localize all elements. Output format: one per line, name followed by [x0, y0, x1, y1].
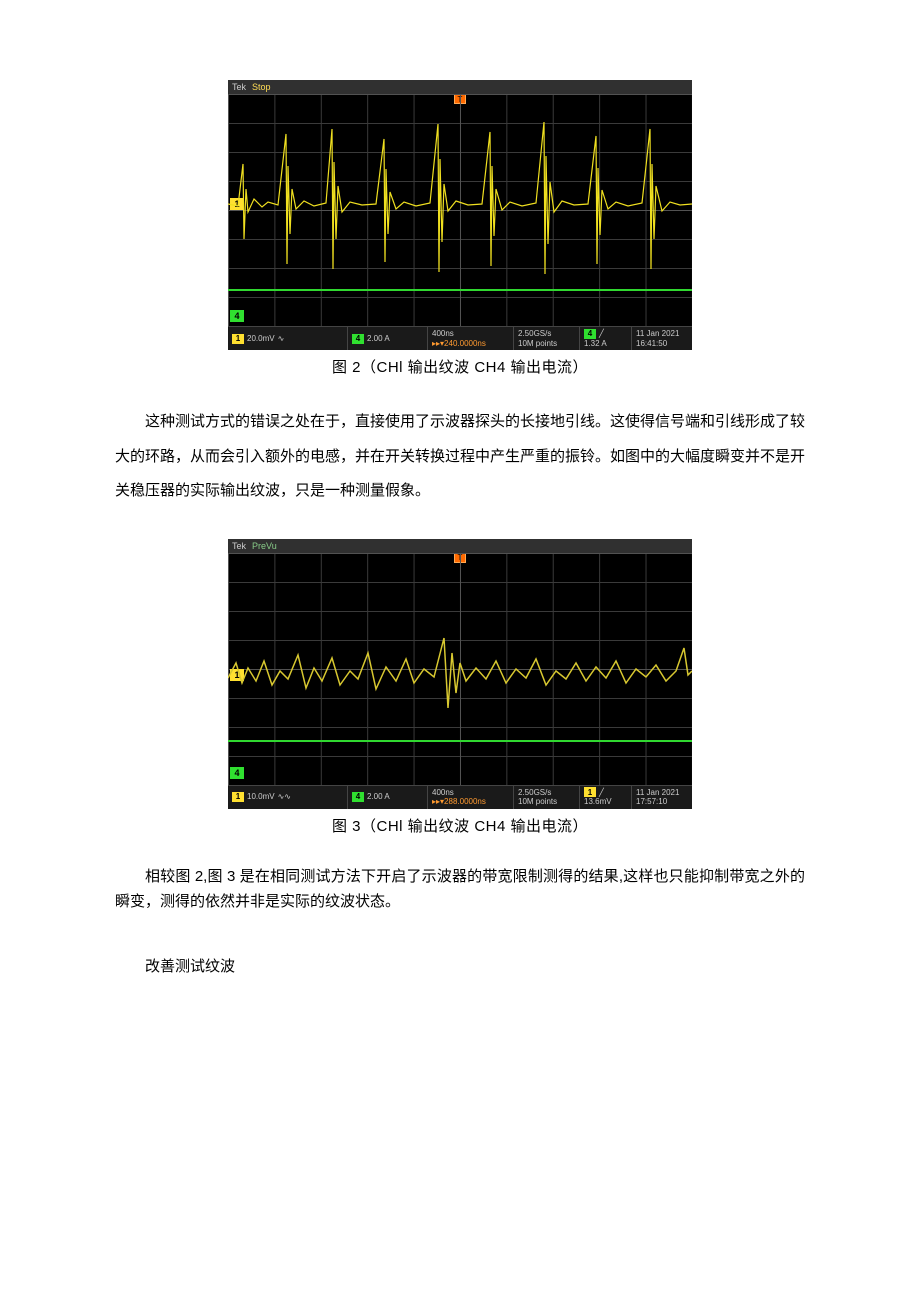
timebase: 400ns — [432, 329, 509, 338]
ch4-scale-cell: 4 2.00 A — [348, 786, 428, 809]
date: 11 Jan 2021 — [636, 329, 688, 338]
trig-level: 13.6mV — [584, 797, 627, 806]
trig-ch-chip: 4 — [584, 329, 596, 339]
scope-bottom-bar: 1 20.0mV ∿ 4 2.00 A 400ns ▸▸▾240.0000ns — [228, 326, 692, 350]
scope-brand: Tek — [232, 541, 246, 551]
ch1-scale: 10.0mV — [247, 792, 275, 801]
ch1-scale-cell: 1 20.0mV ∿ — [228, 327, 348, 350]
oscilloscope-screenshot-2: Tek Stop T 1 4 1 20.0mV ∿ — [228, 80, 692, 350]
time: 16:41:50 — [636, 339, 688, 348]
paragraph-2: 相较图 2,图 3 是在相同测试方法下开启了示波器的带宽限制测得的结果,这样也只… — [115, 864, 805, 915]
time: 17:57:10 — [636, 797, 688, 806]
trig-slope: ╱ — [599, 329, 604, 338]
scope-top-bar: Tek PreVu — [228, 539, 692, 553]
ch4-scale-cell: 4 2.00 A — [348, 327, 428, 350]
trig-level: 1.32 A — [584, 339, 627, 348]
ch1-trace — [228, 122, 692, 274]
ch1-coupling: ∿ — [278, 334, 285, 343]
scope-status: PreVu — [252, 541, 277, 551]
scope-status: Stop — [252, 82, 271, 92]
sample-cell: 2.50GS/s 10M points — [514, 327, 580, 350]
timebase-cell: 400ns ▸▸▾288.0000ns — [428, 786, 514, 809]
scope-traces — [228, 553, 692, 785]
oscilloscope-screenshot-3: Tek PreVu T 1 4 1 10.0mV ∿∿ — [228, 539, 692, 809]
sample-rate: 2.50GS/s — [518, 329, 575, 338]
record-len: 10M points — [518, 339, 575, 348]
trigger-cell: 4 ╱ 1.32 A — [580, 327, 632, 350]
delay: ▸▸▾288.0000ns — [432, 797, 509, 806]
document-page: Tek Stop T 1 4 1 20.0mV ∿ — [0, 0, 920, 1016]
sample-rate: 2.50GS/s — [518, 788, 575, 797]
timebase: 400ns — [432, 788, 509, 797]
ch4-chip: 4 — [352, 334, 364, 344]
ch1-coupling: ∿∿ — [278, 792, 291, 801]
datetime-cell: 11 Jan 2021 17:57:10 — [632, 786, 692, 809]
timebase-cell: 400ns ▸▸▾240.0000ns — [428, 327, 514, 350]
ch4-scale: 2.00 A — [367, 334, 390, 343]
scope-bottom-bar: 1 10.0mV ∿∿ 4 2.00 A 400ns ▸▸▾288.0000ns — [228, 785, 692, 809]
datetime-cell: 11 Jan 2021 16:41:50 — [632, 327, 692, 350]
ch4-chip: 4 — [352, 792, 364, 802]
ch4-scale: 2.00 A — [367, 792, 390, 801]
ch1-chip: 1 — [232, 792, 244, 802]
trig-ch-chip: 1 — [584, 787, 596, 797]
scope-top-bar: Tek Stop — [228, 80, 692, 94]
sample-cell: 2.50GS/s 10M points — [514, 786, 580, 809]
ch1-scale: 20.0mV — [247, 334, 275, 343]
trig-slope: ╱ — [599, 788, 604, 797]
figure-2: Tek Stop T 1 4 1 20.0mV ∿ — [115, 80, 805, 377]
paragraph-1: 这种测试方式的错误之处在于，直接使用了示波器探头的长接地引线。这使得信号端和引线… — [115, 405, 805, 509]
figure-3-caption: 图 3（CHl 输出纹波 CH4 输出电流） — [332, 815, 588, 836]
figure-2-caption: 图 2（CHl 输出纹波 CH4 输出电流） — [332, 356, 588, 377]
trigger-cell: 1 ╱ 13.6mV — [580, 786, 632, 809]
scope-traces — [228, 94, 692, 326]
figure-3: Tek PreVu T 1 4 1 10.0mV ∿∿ — [115, 539, 805, 836]
section-heading: 改善测试纹波 — [115, 955, 805, 976]
date: 11 Jan 2021 — [636, 788, 688, 797]
record-len: 10M points — [518, 797, 575, 806]
ch1-trace — [228, 638, 692, 708]
ch1-scale-cell: 1 10.0mV ∿∿ — [228, 786, 348, 809]
scope-brand: Tek — [232, 82, 246, 92]
delay: ▸▸▾240.0000ns — [432, 339, 509, 348]
ch1-chip: 1 — [232, 334, 244, 344]
